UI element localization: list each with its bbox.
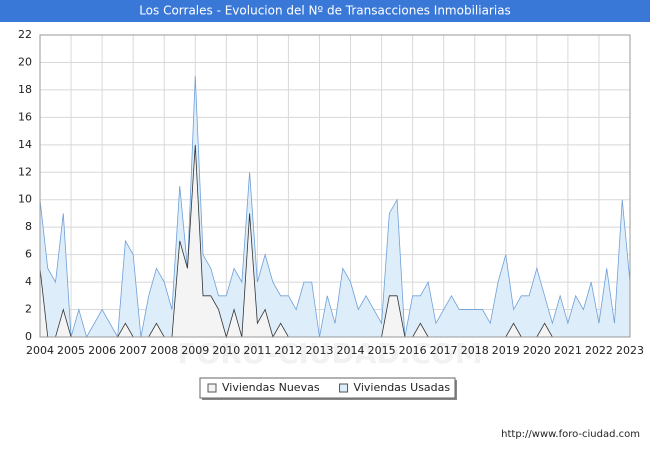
y-tick-label: 22 (18, 28, 32, 41)
x-tick-label: 2006 (88, 344, 116, 357)
x-tick-label: 2007 (119, 344, 147, 357)
y-tick-label: 12 (18, 165, 32, 178)
line (39, 76, 631, 339)
source: http://www.foro-ciudad.com (501, 429, 640, 440)
x-tick-label: 2015 (368, 344, 396, 357)
x-tick-label: 2005 (57, 344, 85, 357)
y-tick-label: 20 (18, 55, 32, 68)
x-tick-label: 2017 (430, 344, 458, 357)
x-tick-label: 2008 (150, 344, 178, 357)
x-tick-label: 2010 (212, 344, 240, 357)
x-tick-label: 2022 (585, 344, 613, 357)
y-tick-label: 0 (25, 330, 32, 343)
x-tick-label: 2004 (26, 344, 54, 357)
x-tick-label: 2009 (181, 344, 209, 357)
legend (199, 377, 456, 399)
x-tick-label: 2014 (337, 344, 365, 357)
y-tick-label: 6 (25, 248, 32, 261)
y-tick-label: 18 (18, 83, 32, 96)
area (40, 144, 630, 337)
x-tick-label: 2011 (243, 344, 271, 357)
x-tick-label: 2023 (616, 344, 644, 357)
y-tick-label: 2 (25, 303, 32, 316)
y-tick-label: 16 (18, 110, 32, 123)
x-tick-label: 2013 (305, 344, 333, 357)
watermark: FORO-CIUDAD.COM (177, 337, 482, 370)
x-tick-label: 2018 (461, 344, 489, 357)
y-tick-label: 4 (25, 275, 32, 288)
plot-border (39, 34, 631, 338)
x-tick-label: 2021 (554, 344, 582, 357)
title-bar (0, 0, 650, 22)
x-tick-label: 2016 (399, 344, 427, 357)
x-tick-label: 2019 (492, 344, 520, 357)
legend-swatch (207, 383, 217, 393)
x-tick-label: 2020 (523, 344, 551, 357)
chart-title: Los Corrales - Evolucion del Nº de Trans… (139, 4, 511, 18)
x-tick-label: 2012 (274, 344, 302, 357)
y-tick-label: 10 (18, 193, 32, 206)
y-tick-label: 14 (18, 138, 32, 151)
legend-label: Viviendas Usadas (354, 381, 451, 394)
legend-label: Viviendas Nuevas (222, 381, 320, 394)
legend-swatch (339, 383, 349, 393)
y-tick-label: 8 (25, 220, 32, 233)
